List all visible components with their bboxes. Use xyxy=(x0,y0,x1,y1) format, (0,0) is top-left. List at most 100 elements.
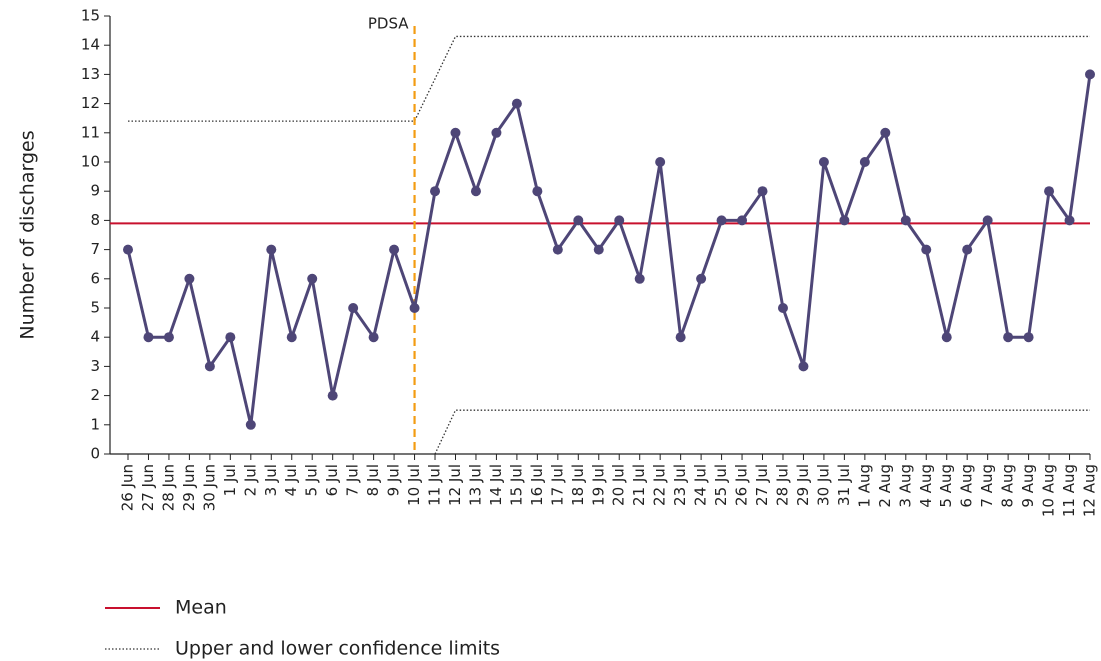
y-tick-label: 15 xyxy=(81,7,100,25)
x-tick-label: 13 Jul xyxy=(466,464,484,506)
x-tick-label: 2 Aug xyxy=(876,464,894,508)
data-point xyxy=(593,244,604,255)
upper-limit xyxy=(128,35,1090,122)
lower-limit xyxy=(434,409,1090,455)
data-point xyxy=(430,186,441,197)
data-point xyxy=(123,244,133,255)
data-point xyxy=(1085,69,1095,80)
x-tick-label: 28 Jun xyxy=(159,464,177,511)
x-tick-label: 9 Aug xyxy=(1019,464,1037,508)
data-point xyxy=(245,419,256,430)
x-tick-label: 8 Jul xyxy=(364,464,382,496)
x-tick-label: 28 Jul xyxy=(773,464,791,506)
data-point xyxy=(962,244,973,255)
y-tick-label: 4 xyxy=(90,328,100,346)
data-point xyxy=(941,332,952,343)
data-point xyxy=(1064,215,1075,226)
x-tick-label: 26 Jun xyxy=(119,464,137,511)
data-point xyxy=(675,332,686,343)
data-point xyxy=(163,332,174,343)
data-point xyxy=(573,215,584,226)
x-tick-label: 20 Jul xyxy=(610,464,628,506)
y-tick-label: 0 xyxy=(90,445,100,463)
data-point xyxy=(532,186,543,197)
data-point xyxy=(982,215,993,226)
data-line xyxy=(126,74,1092,427)
data-point xyxy=(348,303,359,313)
x-tick-label: 6 Jul xyxy=(323,464,341,496)
data-point xyxy=(655,157,666,167)
x-tick-label: 30 Jun xyxy=(200,464,218,511)
x-tick-label: 5 Jul xyxy=(303,464,321,496)
x-tick-label: 3 Jul xyxy=(262,464,280,496)
data-point xyxy=(409,303,420,313)
data-point xyxy=(389,244,400,255)
x-tick-label: 19 Jul xyxy=(589,464,607,506)
legend-label: Upper and lower confidence limits xyxy=(175,638,500,660)
x-tick-label: 25 Jul xyxy=(712,464,730,506)
x-tick-label: 10 Jul xyxy=(405,464,423,506)
x-tick-label: 22 Jul xyxy=(651,464,669,506)
y-tick-label: 2 xyxy=(90,386,100,404)
data-point xyxy=(266,244,277,255)
x-tick-label: 15 Jul xyxy=(507,464,525,506)
x-tick-label: 12 Jul xyxy=(446,464,464,506)
x-tick-label: 12 Aug xyxy=(1081,464,1099,517)
data-point xyxy=(818,157,829,167)
data-point xyxy=(491,127,502,138)
y-tick-label: 1 xyxy=(90,415,100,433)
x-tick-label: 11 Jul xyxy=(426,464,444,506)
data-point xyxy=(798,361,809,372)
y-tick-label: 9 xyxy=(90,182,100,200)
data-point xyxy=(225,332,236,343)
y-tick-label: 10 xyxy=(81,153,100,171)
data-point xyxy=(880,127,891,138)
data-point xyxy=(716,215,727,226)
x-tick-label: 10 Aug xyxy=(1040,464,1058,517)
data-point xyxy=(286,332,297,343)
data-point xyxy=(634,273,645,284)
data-point xyxy=(143,332,154,343)
x-tick-label: 29 Jun xyxy=(180,464,198,511)
data-point xyxy=(839,215,850,226)
x-tick-label: 2 Jul xyxy=(241,464,259,496)
data-point xyxy=(859,157,870,167)
x-tick-label: 8 Aug xyxy=(999,464,1017,508)
x-tick-label: 6 Aug xyxy=(958,464,976,508)
x-tick-label: 4 Aug xyxy=(917,464,935,508)
x-tick-label: 27 Jun xyxy=(139,464,157,511)
x-tick-label: 7 Aug xyxy=(978,464,996,508)
y-tick-label: 8 xyxy=(90,211,100,229)
legend-label: Mean xyxy=(175,597,227,619)
x-tick-label: 4 Jul xyxy=(282,464,300,496)
y-tick-label: 7 xyxy=(90,240,100,258)
x-tick-label: 9 Jul xyxy=(385,464,403,496)
y-tick-label: 12 xyxy=(81,94,100,112)
x-tick-label: 26 Jul xyxy=(733,464,751,506)
y-tick-label: 6 xyxy=(90,269,100,287)
data-point xyxy=(900,215,911,226)
x-tick-label: 27 Jul xyxy=(753,464,771,506)
y-tick-label: 14 xyxy=(81,36,100,54)
data-point xyxy=(921,244,932,255)
y-tick-label: 3 xyxy=(90,357,100,375)
data-point xyxy=(327,390,338,401)
x-tick-label: 5 Aug xyxy=(937,464,955,508)
data-point xyxy=(307,273,318,284)
data-point xyxy=(1003,332,1014,343)
x-tick-label: 7 Jul xyxy=(344,464,362,496)
data-point xyxy=(1023,332,1034,343)
x-tick-label: 30 Jul xyxy=(814,464,832,506)
y-axis-label: Number of discharges xyxy=(17,130,39,339)
x-tick-label: 14 Jul xyxy=(487,464,505,506)
data-point xyxy=(368,332,379,343)
y-tick-label: 11 xyxy=(81,123,100,141)
data-point xyxy=(450,127,461,138)
data-point xyxy=(1044,186,1055,197)
data-point xyxy=(777,303,788,313)
data-point xyxy=(184,273,195,284)
x-tick-label: 29 Jul xyxy=(794,464,812,506)
x-tick-label: 23 Jul xyxy=(671,464,689,506)
x-tick-label: 21 Jul xyxy=(630,464,648,506)
x-tick-label: 16 Jul xyxy=(528,464,546,506)
